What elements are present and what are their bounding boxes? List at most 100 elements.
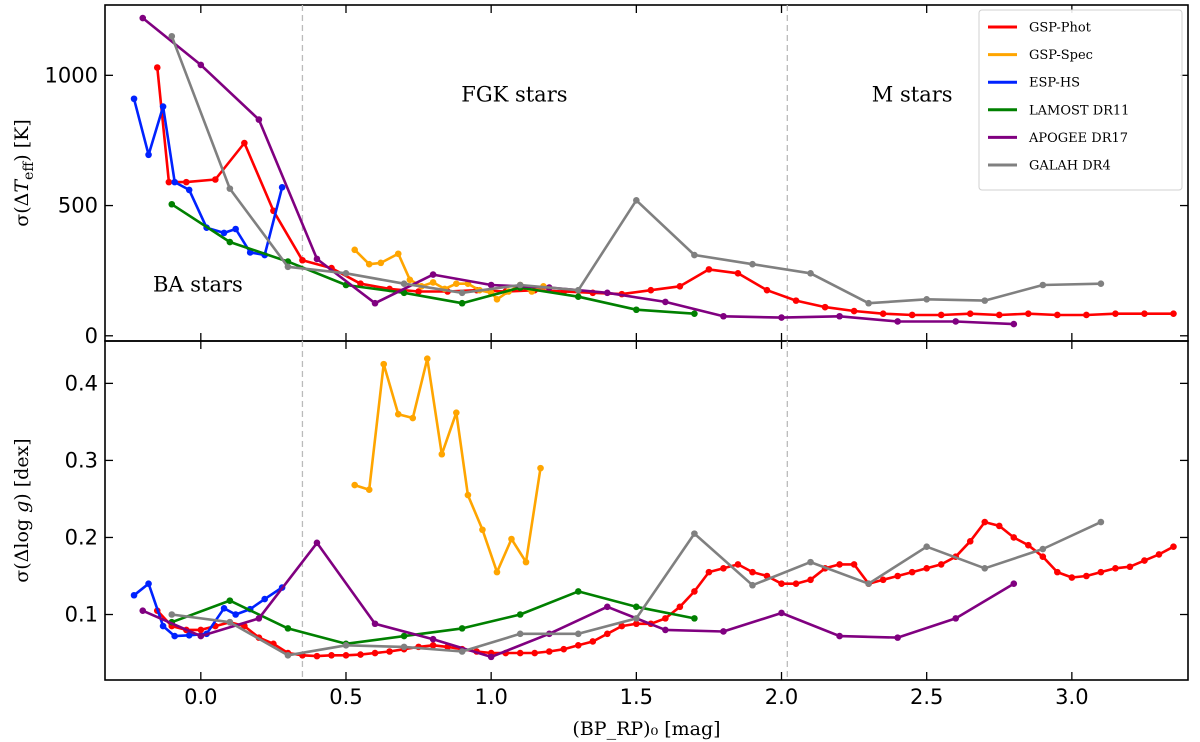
top-point-gsp-phot xyxy=(153,64,161,71)
bottom-point-apogee-dr17 xyxy=(604,603,611,611)
bottom-point-lamost-dr11 xyxy=(574,588,582,595)
top-point-galah-dr4 xyxy=(574,286,582,294)
bottom-point-gsp-spec xyxy=(394,410,402,418)
bottom-point-galah-dr4 xyxy=(981,564,989,572)
bottom-line-gsp-spec xyxy=(354,357,542,574)
xtick-label: 1.0 xyxy=(474,685,507,709)
bottom-point-gsp-spec xyxy=(409,414,417,422)
bottom-point-gsp-phot xyxy=(995,522,1003,530)
bottom-point-galah-dr4 xyxy=(633,615,640,622)
bottom-point-gsp-phot xyxy=(894,572,901,580)
top-point-gsp-phot xyxy=(1141,310,1148,317)
bottom-point-apogee-dr17 xyxy=(894,634,901,641)
top-point-apogee-dr17 xyxy=(604,289,611,297)
bottom-point-gsp-phot xyxy=(1170,543,1177,551)
bottom-point-esp-hs xyxy=(159,622,167,630)
bottom-point-gsp-phot xyxy=(966,538,974,545)
bottom-point-gsp-phot xyxy=(676,603,684,611)
bottom-point-gsp-spec xyxy=(493,568,501,576)
top-point-gsp-phot xyxy=(357,280,364,287)
top-point-apogee-dr17 xyxy=(952,318,960,325)
bottom-ytick-label: 0.2 xyxy=(65,525,98,549)
top-point-gsp-phot xyxy=(1170,310,1177,317)
bottom-ytick-label: 0.3 xyxy=(65,448,98,472)
bottom-point-apogee-dr17 xyxy=(720,628,727,635)
top-point-apogee-dr17 xyxy=(255,116,263,123)
bottom-point-apogee-dr17 xyxy=(429,635,437,643)
top-point-galah-dr4 xyxy=(749,260,756,268)
bottom-point-galah-dr4 xyxy=(226,618,234,626)
top-point-gsp-spec xyxy=(406,276,414,284)
bottom-point-gsp-phot xyxy=(197,626,205,634)
bottom-point-gsp-phot xyxy=(836,561,843,568)
top-point-apogee-dr17 xyxy=(720,312,727,320)
top-point-gsp-phot xyxy=(1083,311,1090,319)
bottom-point-gsp-spec xyxy=(522,558,530,566)
top-line-apogee-dr17 xyxy=(141,16,1014,326)
legend-entry-gsp-phot: GSP-Phot xyxy=(988,21,1092,36)
top-point-apogee-dr17 xyxy=(197,61,205,69)
bottom-point-gsp-phot xyxy=(633,620,640,628)
bottom-ytick-label: 0.1 xyxy=(65,603,98,627)
top-point-apogee-dr17 xyxy=(487,281,495,289)
bottom-point-gsp-phot xyxy=(1126,563,1134,571)
bottom-point-lamost-dr11 xyxy=(458,625,466,632)
bottom-line-lamost-dr11 xyxy=(171,590,695,646)
top-point-gsp-phot xyxy=(415,288,422,295)
bottom-point-gsp-phot xyxy=(850,561,858,568)
bottom-point-apogee-dr17 xyxy=(487,653,495,661)
top-point-gsp-phot xyxy=(1025,310,1032,317)
top-point-gsp-phot xyxy=(1112,310,1119,317)
bottom-point-gsp-phot xyxy=(1083,572,1090,580)
bottom-point-gsp-phot xyxy=(560,645,568,653)
top-point-gsp-phot xyxy=(705,266,713,273)
top-point-gsp-spec xyxy=(365,260,373,268)
top-point-galah-dr4 xyxy=(516,281,524,289)
top-point-gsp-phot xyxy=(995,311,1003,319)
bottom-point-gsp-phot xyxy=(981,518,989,526)
top-line-lamost-dr11 xyxy=(171,203,695,315)
top-point-lamost-dr11 xyxy=(400,289,408,297)
top-point-gsp-phot xyxy=(182,178,190,186)
bottom-point-gsp-spec xyxy=(423,355,431,363)
bottom-point-gsp-phot xyxy=(908,568,916,576)
bottom-point-gsp-phot xyxy=(574,642,582,649)
top-point-galah-dr4 xyxy=(226,185,234,192)
top-point-galah-dr4 xyxy=(168,32,176,40)
bottom-point-apogee-dr17 xyxy=(836,632,843,640)
bottom-point-lamost-dr11 xyxy=(516,611,524,618)
top-point-esp-hs xyxy=(278,184,286,191)
top-point-gsp-phot xyxy=(792,297,800,304)
top-point-galah-dr4 xyxy=(807,269,814,277)
bottom-point-lamost-dr11 xyxy=(633,603,640,611)
legend-label: GSP-Phot xyxy=(1029,21,1092,36)
top-point-esp-hs xyxy=(130,95,138,103)
bottom-point-lamost-dr11 xyxy=(226,597,234,604)
xtick-label: 3.0 xyxy=(1055,685,1088,709)
top-point-gsp-phot xyxy=(734,269,742,277)
bottom-point-galah-dr4 xyxy=(458,648,466,655)
top-point-apogee-dr17 xyxy=(429,271,437,278)
bottom-point-galah-dr4 xyxy=(400,643,408,651)
top-point-galah-dr4 xyxy=(458,289,466,297)
bottom-point-gsp-phot xyxy=(1068,574,1076,581)
bottom-point-esp-hs xyxy=(145,580,152,587)
top-point-apogee-dr17 xyxy=(1010,320,1018,328)
bottom-point-galah-dr4 xyxy=(284,652,292,659)
top-point-esp-hs xyxy=(171,178,178,186)
legend: GSP-Phot GSP-Spec ESP-HS LAMOST DR11 APOGEE … xyxy=(978,9,1183,191)
xtick-label: 1.5 xyxy=(620,685,653,709)
bottom-series-apogee-dr17 xyxy=(139,539,1018,661)
legend-box xyxy=(978,9,1183,191)
bottom-point-lamost-dr11 xyxy=(400,632,408,640)
top-point-gsp-phot xyxy=(299,256,306,264)
top-point-apogee-dr17 xyxy=(778,314,785,321)
top-point-gsp-phot xyxy=(879,310,887,317)
bottom-point-esp-hs xyxy=(220,605,228,612)
top-point-gsp-spec xyxy=(429,279,437,286)
top-point-esp-hs xyxy=(145,151,152,159)
top-ytick-label: 1000 xyxy=(45,63,98,87)
top-point-gsp-spec xyxy=(394,250,402,258)
top-point-lamost-dr11 xyxy=(226,238,234,246)
